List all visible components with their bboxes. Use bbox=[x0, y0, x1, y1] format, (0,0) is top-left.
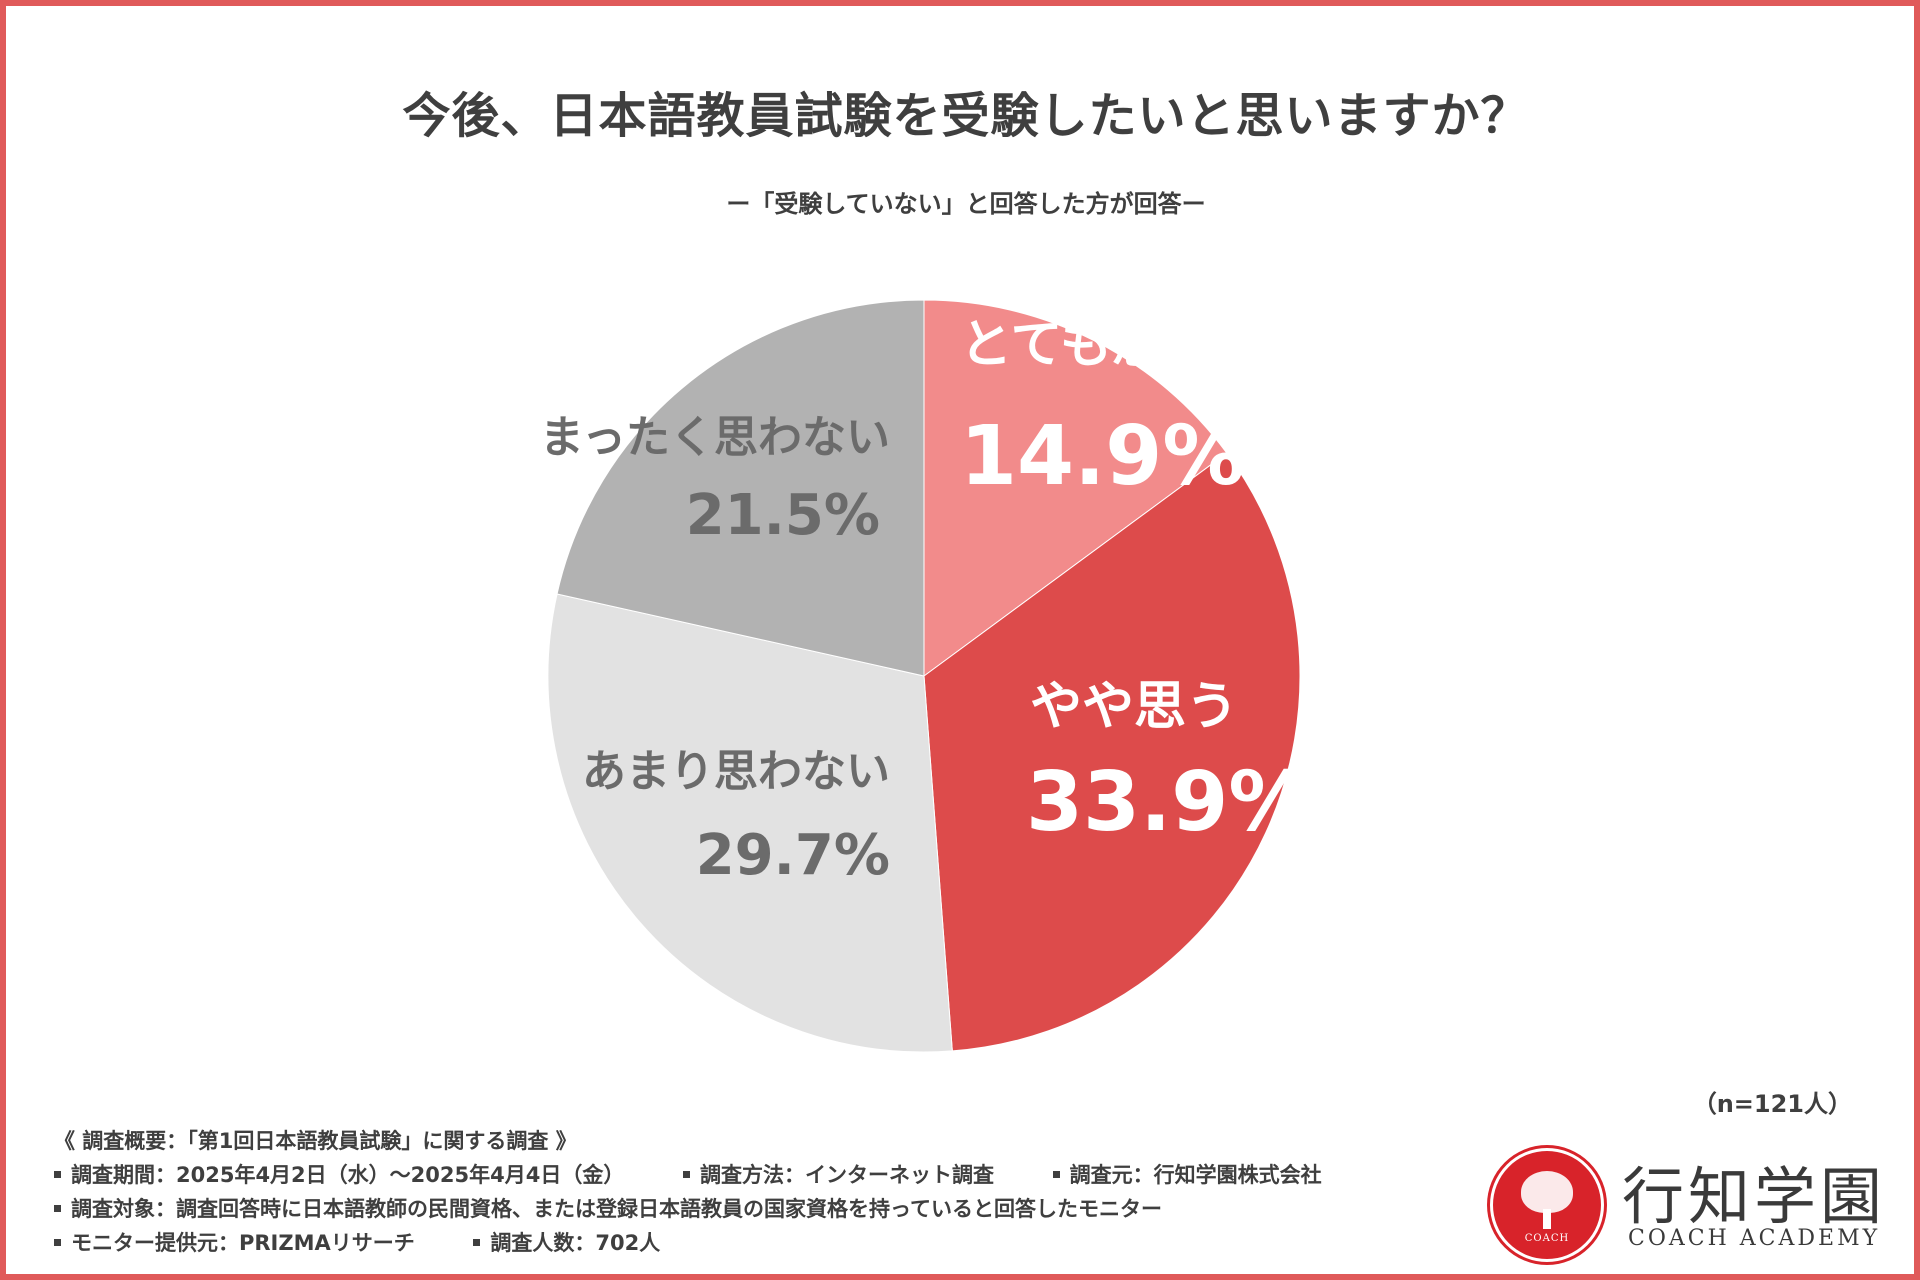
slice-value-1: 14.9% bbox=[960, 409, 1244, 504]
chart-subtitle: ー「受験していない」と回答した方が回答ー bbox=[726, 190, 1206, 218]
seal-emblem-icon: COACH bbox=[1490, 1148, 1604, 1262]
bullet-icon bbox=[682, 1170, 690, 1178]
survey-heading: 《 調査概要：「第1回日本語教員試験」に関する調査 》 bbox=[54, 1129, 577, 1153]
survey-target: 調査対象：調査回答時に日本語教師の民間資格、または登録日本語教員の国家資格を持っ… bbox=[71, 1197, 1162, 1221]
survey-summary: 《 調査概要：「第1回日本語教員試験」に関する調査 》 調査期間：2025年4月… bbox=[54, 1124, 1322, 1260]
survey-provider: モニター提供元：PRIZMAリサーチ bbox=[71, 1231, 415, 1255]
pie-slice-2 bbox=[923, 452, 1301, 1052]
pie-chart: とても思う 14.9% やや思う 33.9% あまり思わない 29.7% まったく思わない 2… bbox=[540, 299, 1310, 1053]
slice-label-3: あまり思わない bbox=[582, 746, 890, 797]
coach-academy-logo: COACH 行知学園 COACH ACADEMY bbox=[1490, 1144, 1890, 1264]
bullet-icon bbox=[54, 1204, 61, 1212]
bullet-icon bbox=[54, 1238, 61, 1246]
slice-label-1: とても思う bbox=[960, 315, 1216, 375]
bullet-icon bbox=[473, 1238, 481, 1246]
seal-text: COACH bbox=[1524, 1233, 1570, 1244]
chart-title: 今後、日本語教員試験を受験したいと思いますか？ bbox=[402, 88, 1530, 144]
survey-count: 調査人数：702人 bbox=[490, 1231, 661, 1255]
bullet-icon bbox=[1052, 1170, 1060, 1178]
survey-source: 調査元：行知学園株式会社 bbox=[1069, 1163, 1322, 1187]
pie-slice-1 bbox=[923, 299, 1228, 677]
slice-label-2: やや思う bbox=[1030, 677, 1238, 737]
brand-name-en: COACH ACADEMY bbox=[1628, 1226, 1881, 1251]
slice-value-2: 33.9% bbox=[1026, 755, 1310, 850]
survey-period: 調査期間：2025年4月2日（水）〜2025年4月4日（金） bbox=[71, 1163, 625, 1187]
pie-slice-3 bbox=[547, 593, 953, 1053]
brand-name-jp: 行知学園 bbox=[1622, 1160, 1887, 1233]
bullet-icon bbox=[54, 1170, 61, 1178]
slice-label-4: まったく思わない bbox=[540, 412, 890, 463]
sample-size-label: （n=121人） bbox=[1692, 1090, 1852, 1118]
slice-value-3: 29.7% bbox=[696, 823, 890, 888]
slice-value-4: 21.5% bbox=[686, 483, 880, 548]
pie-slice-4 bbox=[556, 299, 925, 677]
survey-method: 調査方法：インターネット調査 bbox=[699, 1163, 994, 1187]
tree-icon bbox=[1521, 1171, 1573, 1213]
